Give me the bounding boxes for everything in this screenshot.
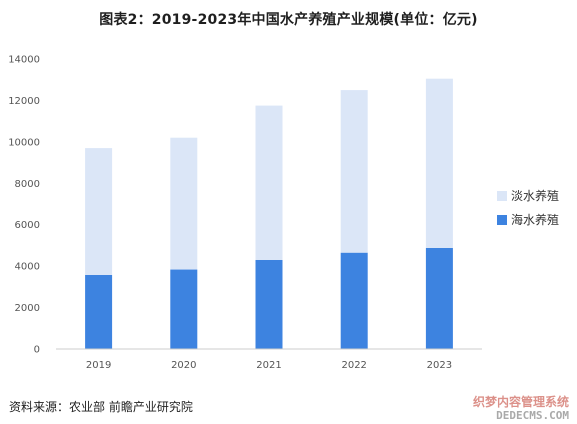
y-tick-label: 0 <box>34 345 40 356</box>
x-tick-label: 2019 <box>86 360 111 371</box>
x-tick-label: 2022 <box>341 360 366 371</box>
y-tick-label: 6000 <box>15 220 40 231</box>
marine-bar <box>425 247 453 349</box>
y-tick-label: 10000 <box>8 137 40 148</box>
y-tick-label: 2000 <box>15 303 40 314</box>
freshwater-bar <box>255 105 283 260</box>
x-axis: 2019 2020 2021 2022 2023 <box>86 360 452 371</box>
x-tick-label: 2023 <box>427 360 452 371</box>
bars <box>85 78 453 349</box>
chart-title: 图表2：2019-2023年中国水产养殖产业规模(单位：亿元) <box>99 12 478 28</box>
watermark-brand: 织梦内容管理系统 <box>472 395 569 409</box>
freshwater-bar <box>425 78 453 248</box>
legend-item-marine: 海水养殖 <box>497 212 559 227</box>
x-tick-label: 2020 <box>171 360 196 371</box>
legend-label: 海水养殖 <box>511 212 559 227</box>
marine-bar <box>340 252 368 349</box>
legend-swatch <box>497 215 507 225</box>
legend-swatch <box>497 191 507 201</box>
y-tick-label: 8000 <box>15 179 40 190</box>
y-tick-label: 4000 <box>15 262 40 273</box>
freshwater-bar <box>170 137 198 270</box>
marine-bar <box>170 269 198 349</box>
source-note: 资料来源：农业部 前瞻产业研究院 <box>9 400 193 414</box>
legend-label: 淡水养殖 <box>511 188 559 203</box>
freshwater-bar <box>85 148 113 275</box>
watermark-url: DEDECMS.COM <box>496 409 569 422</box>
legend-item-freshwater: 淡水养殖 <box>497 188 559 203</box>
y-axis: 0 2000 4000 6000 8000 10000 12000 14000 <box>8 55 40 356</box>
y-tick-label: 14000 <box>8 55 40 66</box>
marine-bar <box>85 274 113 349</box>
freshwater-bar <box>340 90 368 253</box>
y-tick-label: 12000 <box>8 96 40 107</box>
marine-bar <box>255 259 283 349</box>
x-tick-label: 2021 <box>256 360 281 371</box>
